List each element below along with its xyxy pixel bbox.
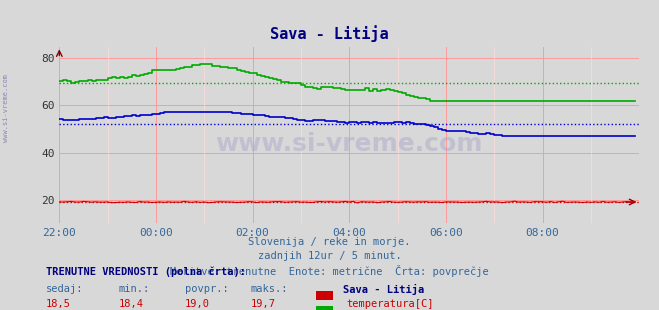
- Text: Sava - Litija: Sava - Litija: [270, 25, 389, 42]
- Text: maks.:: maks.:: [250, 284, 288, 294]
- Text: 18,5: 18,5: [46, 299, 71, 308]
- Text: Sava - Litija: Sava - Litija: [343, 284, 424, 295]
- Text: sedaj:: sedaj:: [46, 284, 84, 294]
- Text: TRENUTNE VREDNOSTI (polna črta):: TRENUTNE VREDNOSTI (polna črta):: [46, 267, 246, 277]
- Text: 19,0: 19,0: [185, 299, 210, 308]
- Text: zadnjih 12ur / 5 minut.: zadnjih 12ur / 5 minut.: [258, 251, 401, 261]
- Text: Slovenija / reke in morje.: Slovenija / reke in morje.: [248, 237, 411, 247]
- Text: 18,4: 18,4: [119, 299, 144, 308]
- Text: min.:: min.:: [119, 284, 150, 294]
- Text: www.si-vreme.com: www.si-vreme.com: [3, 74, 9, 143]
- Text: 19,7: 19,7: [250, 299, 275, 308]
- Text: povpr.:: povpr.:: [185, 284, 228, 294]
- Text: temperatura[C]: temperatura[C]: [346, 299, 434, 308]
- Text: Meritve: trenutne  Enote: metrične  Črta: povprečje: Meritve: trenutne Enote: metrične Črta: …: [170, 265, 489, 277]
- Text: www.si-vreme.com: www.si-vreme.com: [215, 132, 483, 156]
